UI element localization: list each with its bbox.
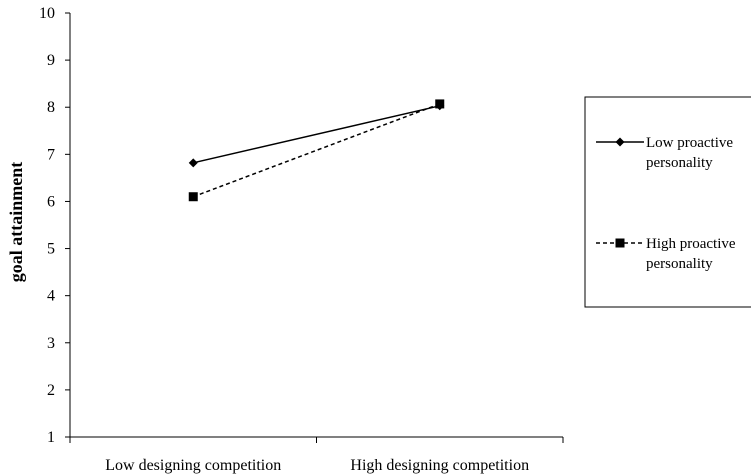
y-tick-label: 6 bbox=[47, 193, 55, 210]
y-tick-label: 7 bbox=[47, 146, 55, 163]
x-tick-label: Low designing competition bbox=[105, 457, 281, 474]
legend-box bbox=[584, 96, 751, 308]
legend-square-marker bbox=[615, 238, 625, 248]
y-tick-label: 4 bbox=[47, 288, 55, 305]
x-tick-label: High designing competition bbox=[350, 457, 529, 474]
legend-label: Low proactive personality bbox=[646, 135, 733, 171]
y-axis-title: goal attainment bbox=[6, 162, 26, 283]
series-line bbox=[192, 103, 441, 198]
y-tick-label: 5 bbox=[47, 241, 55, 258]
legend-item: High proactive personality bbox=[596, 236, 736, 272]
diamond-marker bbox=[188, 158, 198, 168]
y-tick-label: 10 bbox=[39, 5, 55, 22]
series-layer bbox=[188, 99, 445, 202]
legend-label-line: personality bbox=[646, 155, 713, 171]
legend-label: High proactive personality bbox=[646, 236, 736, 272]
legend-label-line: Low proactive bbox=[646, 135, 733, 151]
y-tick-label: 9 bbox=[47, 52, 55, 69]
y-tick-label: 3 bbox=[47, 335, 55, 352]
series-line bbox=[193, 105, 440, 164]
square-marker bbox=[435, 99, 445, 109]
y-tick-label: 8 bbox=[47, 99, 55, 116]
series-1 bbox=[188, 101, 445, 168]
square-marker bbox=[188, 192, 198, 202]
legend-label-line: personality bbox=[646, 256, 713, 272]
axes: 1 2 3 4 5 6 7 8 9 10 Low designing competition High… bbox=[39, 5, 564, 474]
legend-label-line: High proactive bbox=[646, 236, 736, 252]
y-tick-label: 1 bbox=[47, 429, 55, 446]
y-tick-label: 2 bbox=[47, 382, 55, 399]
legend: Low proactive personality High proactive pe… bbox=[584, 96, 751, 308]
legend-item: Low proactive personality bbox=[596, 135, 733, 171]
series-2 bbox=[188, 99, 445, 202]
legend-diamond-marker bbox=[615, 137, 625, 147]
